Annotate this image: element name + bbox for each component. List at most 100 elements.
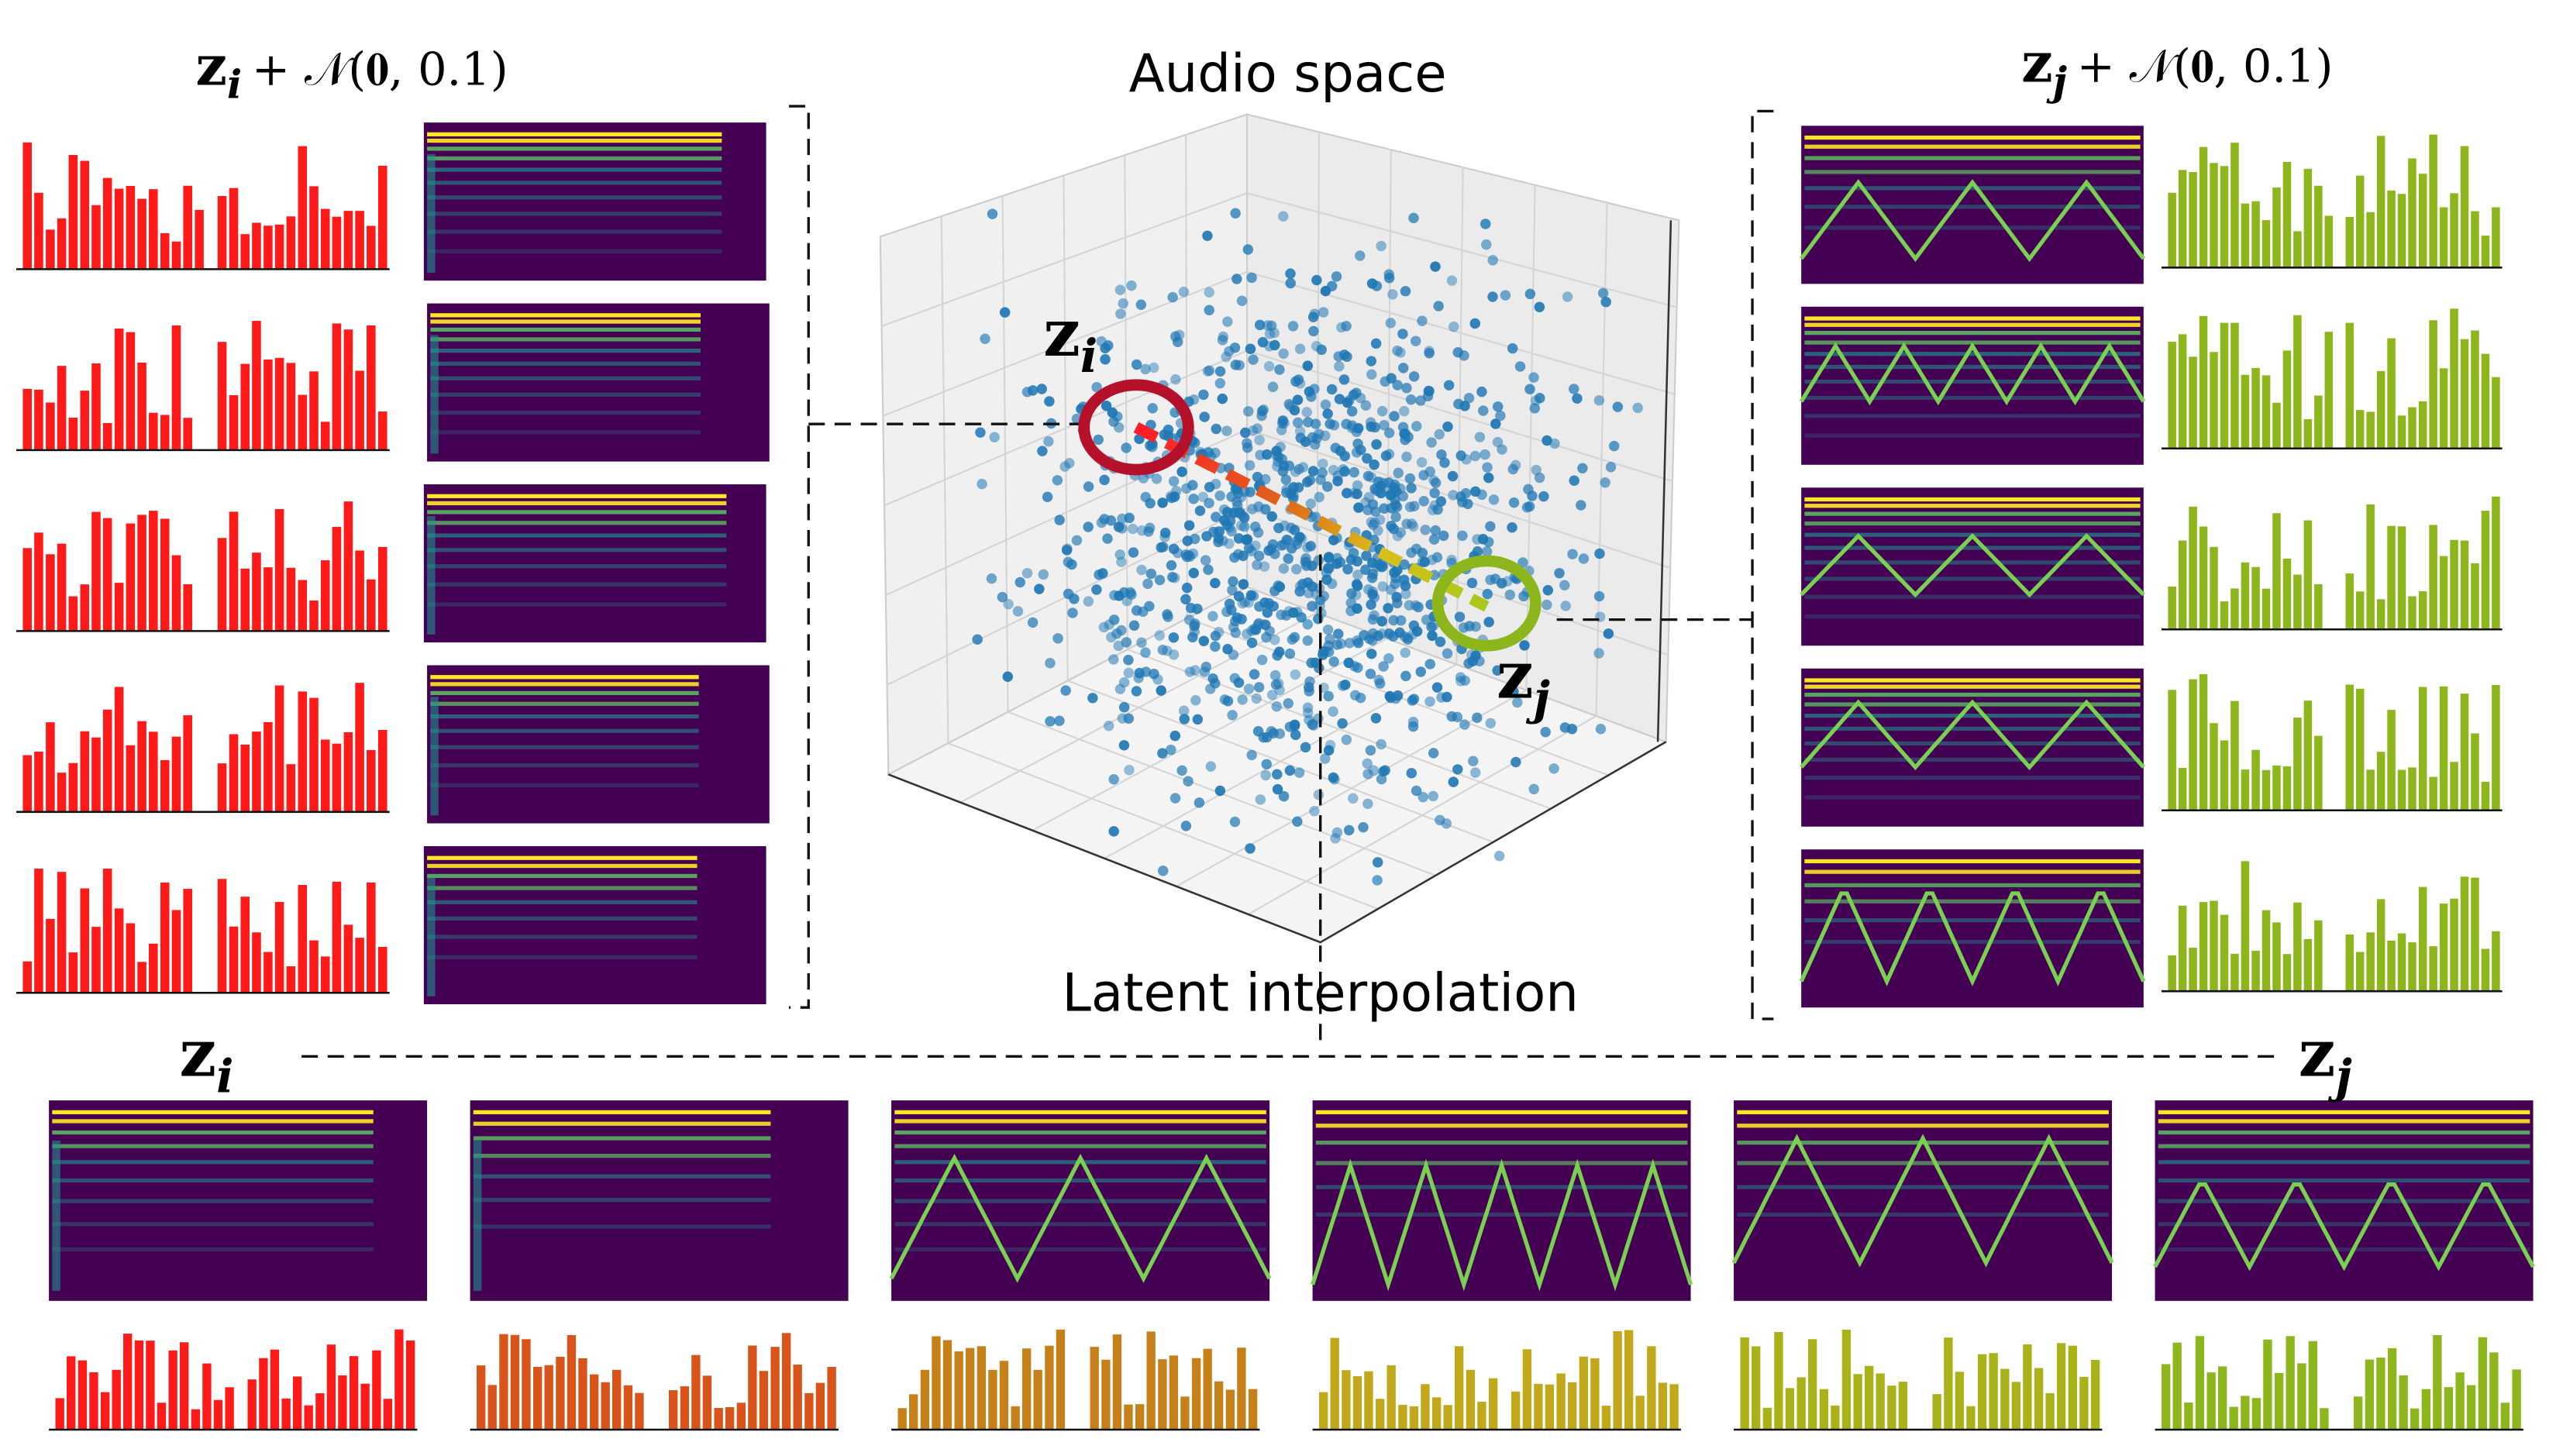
latent-point <box>1190 618 1200 629</box>
latent-point <box>1322 408 1333 419</box>
latent-bar <box>2000 1368 2010 1430</box>
latent-bar <box>2286 1336 2295 1430</box>
latent-bar <box>320 422 330 450</box>
pitch-contour <box>1799 342 2146 406</box>
latent-bar <box>2481 948 2490 992</box>
latent-point <box>1398 363 1409 373</box>
latent-bar <box>377 546 388 632</box>
latent-bar <box>2229 1406 2238 1430</box>
latent-bar <box>2220 322 2229 449</box>
latent-point <box>1459 719 1470 730</box>
latent-bar <box>2439 904 2448 992</box>
harmonic <box>430 319 701 324</box>
latent-bar <box>2230 588 2239 630</box>
harmonic <box>1804 205 2141 209</box>
left-bracket <box>789 105 810 1009</box>
latent-point <box>1169 793 1181 804</box>
latent-bar <box>91 205 101 270</box>
latent-point <box>1362 798 1373 810</box>
latent-bar <box>2439 686 2448 811</box>
latent-bar <box>499 1334 508 1430</box>
latent-bar <box>2178 768 2187 811</box>
harmonic <box>1804 546 2141 550</box>
latent-point <box>1111 628 1122 639</box>
latent-bar <box>68 154 78 270</box>
latent-bar <box>1021 1348 1032 1430</box>
latent-bar <box>332 743 342 812</box>
latent-point <box>1121 637 1132 648</box>
latent-bar <box>2293 231 2302 268</box>
latent-bar <box>2220 601 2229 630</box>
latent-bar <box>68 596 78 632</box>
latent-point <box>1608 440 1620 452</box>
label-bottom-left: zi <box>179 1015 233 1103</box>
latent-bar <box>2282 766 2292 811</box>
harmonic <box>894 1119 1266 1124</box>
latent-bar <box>2034 1368 2044 1430</box>
latent-point <box>1325 739 1336 751</box>
latent-point <box>1345 605 1356 617</box>
latent-bar <box>217 342 227 450</box>
latent-point <box>1508 497 1520 508</box>
latent-bar <box>578 1358 587 1430</box>
latent-bar <box>1248 1389 1258 1430</box>
latent-bar <box>1203 1348 1212 1430</box>
latent-point <box>1341 734 1352 745</box>
latent-point <box>1118 298 1128 309</box>
latent-point <box>1455 491 1466 502</box>
latent-bar <box>2056 1343 2066 1430</box>
latent-point <box>1302 618 1314 630</box>
latent-bar <box>487 1385 497 1430</box>
latent-point <box>1415 395 1426 406</box>
symbol: z <box>195 33 227 98</box>
harmonic <box>894 1247 1266 1252</box>
latent-point <box>1114 549 1125 560</box>
latent-point <box>1290 729 1301 741</box>
latent-bar <box>1352 1375 1362 1430</box>
latent-bar <box>1853 1374 1862 1430</box>
latent-bar <box>2272 402 2281 449</box>
harmonic <box>52 1222 374 1227</box>
latent-point <box>1248 590 1259 601</box>
latent-point <box>1487 255 1498 266</box>
latent-bar <box>1762 1407 1772 1430</box>
latent-bar <box>2345 322 2354 449</box>
latent-point <box>975 427 986 438</box>
latent-point <box>1188 494 1199 504</box>
latent-bar <box>2168 690 2176 811</box>
latent-point <box>1290 376 1301 387</box>
latent-bar <box>2220 914 2229 992</box>
latent-bar <box>2410 1408 2420 1430</box>
spectrogram <box>1799 306 2146 465</box>
harmonic <box>427 494 727 498</box>
latent-point <box>1147 403 1158 414</box>
latent-point <box>1572 393 1583 404</box>
spectrogram-bg <box>427 303 770 462</box>
latent-point <box>1392 380 1403 391</box>
harmonic <box>430 714 699 719</box>
latent-point <box>1294 425 1306 437</box>
latent-point <box>1493 850 1505 862</box>
latent-point <box>1439 457 1450 468</box>
latent-point <box>1559 580 1570 590</box>
latent-point <box>1333 628 1344 639</box>
latent-bar <box>2429 134 2437 268</box>
latent-bar <box>1989 1353 1998 1430</box>
latent-bar <box>149 511 158 632</box>
latent-bar <box>2471 877 2479 992</box>
latent-point <box>1428 534 1440 545</box>
latent-bar <box>2241 769 2250 811</box>
latent-point <box>1433 301 1444 312</box>
latent-bar <box>2324 332 2334 449</box>
symbol: z <box>1497 637 1534 714</box>
latent-point <box>1378 661 1389 672</box>
latent-point <box>1260 619 1271 631</box>
latent-point <box>1136 564 1147 576</box>
latent-point <box>1094 570 1104 580</box>
latent-point <box>1435 636 1446 647</box>
harmonic <box>2158 1199 2530 1203</box>
latent-bar <box>2230 700 2239 811</box>
latent-point <box>1045 716 1056 727</box>
harmonic <box>1804 684 2141 689</box>
latent-bar <box>668 1390 678 1430</box>
